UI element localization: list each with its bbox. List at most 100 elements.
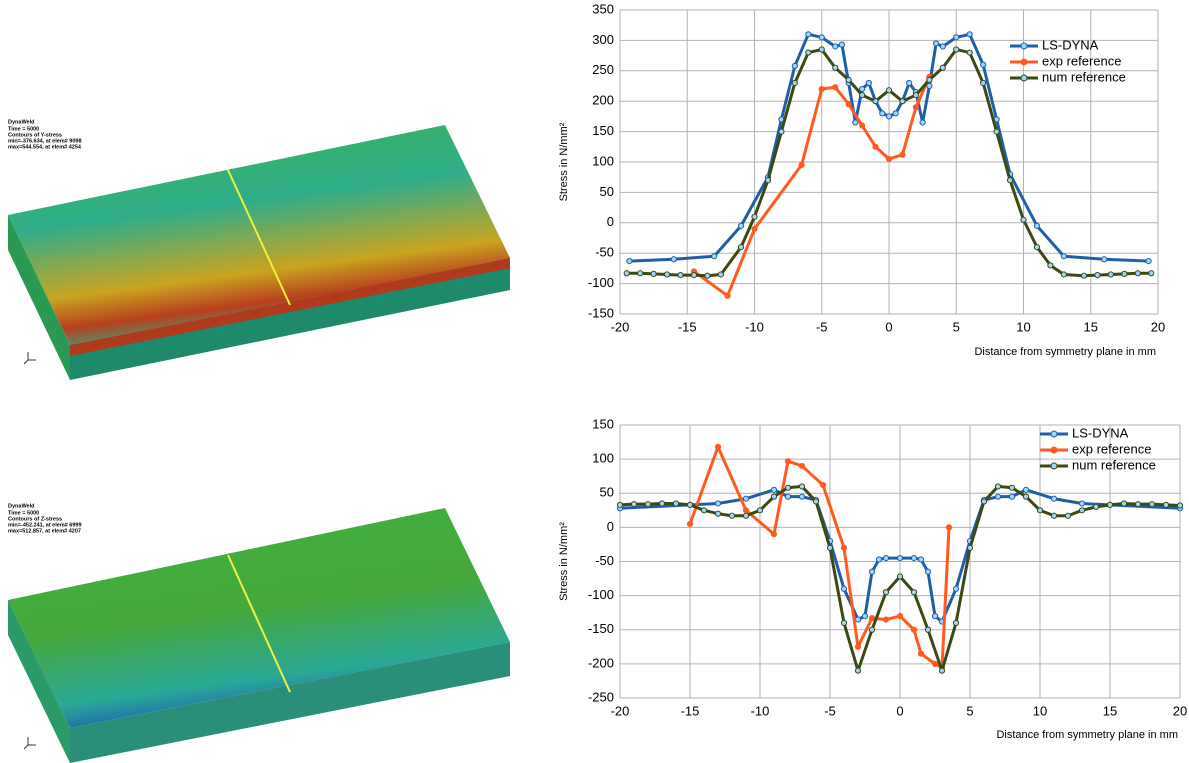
x-axis-label: Distance from symmetry plane in mm (974, 346, 1156, 358)
y-axis-label: Stress in N/mm² (558, 522, 570, 601)
data-point (860, 93, 865, 98)
data-point (967, 50, 972, 55)
x-tick-label: -10 (745, 319, 764, 334)
x-tick-label: -15 (681, 703, 700, 718)
data-point (705, 273, 710, 278)
y-tick-label: -50 (595, 553, 614, 568)
chart: -250-200-150-100-50050100150-20-15-10-50… (558, 416, 1187, 740)
data-point (779, 129, 784, 134)
x-tick-label: 15 (1084, 319, 1098, 334)
figure: DynaWeld Time = 5000 Contours of Y-stres… (0, 0, 1189, 763)
legend-label: num reference (1042, 69, 1126, 84)
data-point (920, 120, 925, 125)
data-point (715, 444, 720, 449)
legend-label: exp reference (1072, 441, 1152, 456)
data-point (1107, 502, 1112, 507)
legend-marker (1051, 431, 1057, 437)
data-point (897, 555, 902, 560)
data-point (738, 245, 743, 250)
data-point (1177, 503, 1182, 508)
data-point (862, 614, 867, 619)
data-point (866, 80, 871, 85)
data-point (925, 569, 930, 574)
y-tick-label: 0 (607, 214, 614, 229)
data-point (1051, 496, 1056, 501)
data-point (712, 254, 717, 259)
data-point (897, 614, 902, 619)
data-point (1093, 504, 1098, 509)
data-point (1079, 508, 1084, 513)
data-point (846, 102, 851, 107)
fe-model-top: DynaWeld Time = 5000 Contours of Y-stres… (8, 119, 510, 380)
data-point (918, 651, 923, 656)
data-point (855, 644, 860, 649)
fe-label: DynaWeld (8, 119, 35, 125)
data-point (806, 32, 811, 37)
x-tick-label: -5 (816, 319, 828, 334)
data-point (833, 44, 838, 49)
data-point (725, 293, 730, 298)
data-point (638, 271, 643, 276)
data-point (932, 661, 937, 666)
x-tick-label: -5 (824, 703, 836, 718)
data-point (771, 532, 776, 537)
data-point (1108, 272, 1113, 277)
data-point (967, 545, 972, 550)
y-tick-label: 100 (592, 451, 614, 466)
fe-model-bottom: DynaWeld Time = 5000 Contours of Z-stres… (8, 503, 510, 763)
data-point (799, 463, 804, 468)
data-point (1034, 245, 1039, 250)
data-point (940, 65, 945, 70)
data-point (1065, 513, 1070, 518)
data-point (651, 271, 656, 276)
data-point (839, 42, 844, 47)
data-point (953, 586, 958, 591)
axis-triad (24, 352, 36, 364)
data-point (873, 99, 878, 104)
data-point (918, 557, 923, 562)
data-point (743, 496, 748, 501)
y-tick-label: -100 (588, 275, 614, 290)
data-point (659, 501, 664, 506)
legend-marker (1021, 43, 1027, 49)
x-tick-label: -10 (751, 703, 770, 718)
data-point (1021, 217, 1026, 222)
data-point (806, 50, 811, 55)
y-tick-label: 50 (600, 184, 614, 199)
data-point (743, 508, 748, 513)
data-point (954, 47, 959, 52)
data-point (1023, 487, 1028, 492)
fe-label: max=512.857, at elem# 4207 (8, 528, 81, 534)
data-point (785, 494, 790, 499)
y-tick-label: -100 (588, 587, 614, 602)
data-point (645, 502, 650, 507)
data-point (940, 44, 945, 49)
data-point (799, 494, 804, 499)
data-point (738, 223, 743, 228)
data-point (841, 545, 846, 550)
data-point (981, 80, 986, 85)
data-point (886, 114, 891, 119)
data-point (1149, 271, 1154, 276)
data-point (799, 162, 804, 167)
data-point (967, 32, 972, 37)
data-point (883, 617, 888, 622)
data-point (913, 105, 918, 110)
data-point (886, 156, 891, 161)
data-point (946, 525, 951, 530)
data-point (869, 569, 874, 574)
legend-label: LS-DYNA (1072, 425, 1129, 440)
data-point (673, 501, 678, 506)
data-point (869, 616, 874, 621)
data-point (954, 35, 959, 40)
x-tick-label: 20 (1151, 319, 1165, 334)
data-point (1061, 272, 1066, 277)
data-point (841, 586, 846, 591)
data-point (841, 620, 846, 625)
data-point (833, 65, 838, 70)
y-tick-label: 250 (592, 62, 614, 77)
data-point (883, 590, 888, 595)
data-point (1048, 263, 1053, 268)
data-point (939, 668, 944, 673)
legend-marker (1051, 447, 1057, 453)
